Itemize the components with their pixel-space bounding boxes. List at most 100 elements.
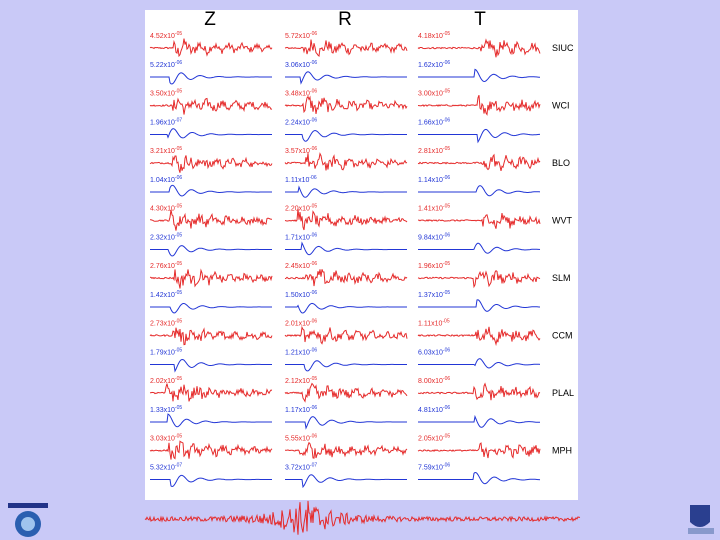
amplitude-mantissa: 3.48x10 [285, 91, 310, 98]
amplitude-exponent: -06 [443, 405, 450, 411]
red-trace [417, 442, 541, 459]
amplitude-label: 8.00x10-06 [418, 376, 450, 385]
amplitude-exponent: -06 [443, 233, 450, 239]
amplitude-label: 2.45x10-06 [285, 261, 317, 270]
left-logo [8, 503, 48, 537]
station-name: WVT [552, 216, 572, 226]
blue-trace [418, 471, 541, 485]
amplitude-label: 1.11x10-06 [285, 175, 317, 184]
amplitude-exponent: -06 [309, 175, 316, 181]
amplitude-mantissa: 3.06x10 [285, 62, 310, 69]
amplitude-mantissa: 3.21x10 [150, 148, 175, 155]
amplitude-mantissa: 1.62x10 [418, 62, 443, 69]
amplitude-mantissa: 1.11x10 [285, 177, 309, 184]
station-name: CCM [552, 331, 573, 341]
amplitude-mantissa: 7.59x10 [418, 465, 443, 472]
amplitude-label: 2.81x10-05 [418, 146, 450, 155]
red-trace [149, 38, 273, 58]
right-logo [688, 505, 714, 534]
amplitude-mantissa: 1.71x10 [285, 235, 310, 242]
blue-trace [285, 129, 407, 142]
blue-trace [285, 241, 407, 256]
amplitude-exponent: -06 [443, 463, 450, 469]
amplitude-mantissa: 9.84x10 [418, 235, 443, 242]
amplitude-label: 1.71x10-06 [285, 233, 317, 242]
amplitude-label: 9.84x10-06 [418, 233, 450, 242]
station-name: SIUC [552, 43, 574, 53]
amplitude-label: 1.79x10-05 [150, 348, 182, 357]
amplitude-label: 1.50x10-06 [285, 290, 317, 299]
amplitude-label: 2.73x10-05 [150, 319, 182, 328]
amplitude-mantissa: 1.37x10 [418, 292, 443, 299]
amplitude-label: 1.04x10-06 [150, 175, 182, 184]
blue-trace [418, 299, 540, 312]
red-trace [150, 209, 272, 231]
amplitude-label: 1.42x10-05 [150, 290, 182, 299]
amplitude-mantissa: 1.96x10 [150, 120, 175, 127]
amplitude-exponent: -05 [175, 233, 182, 239]
amplitude-label: 1.66x10-06 [418, 118, 450, 127]
blue-trace [418, 128, 540, 144]
amplitude-label: 3.50x10-05 [150, 89, 182, 98]
amplitude-label: 4.81x10-06 [418, 405, 450, 414]
amplitude-exponent: -06 [175, 175, 182, 181]
amplitude-label: 4.52x10-05 [150, 31, 182, 40]
amplitude-exponent: -05 [310, 204, 317, 210]
amplitude-mantissa: 2.73x10 [150, 321, 175, 328]
red-trace [284, 152, 408, 171]
amplitude-exponent: -05 [310, 376, 317, 382]
amplitude-exponent: -06 [175, 60, 182, 66]
red-trace [418, 382, 541, 401]
amplitude-mantissa: 5.22x10 [150, 62, 175, 69]
blue-trace [150, 358, 272, 373]
amplitude-label: 4.30x10-05 [150, 204, 182, 213]
red-trace [284, 325, 408, 345]
amplitude-label: 1.37x10-05 [418, 290, 450, 299]
amplitude-label: 3.03x10-05 [150, 434, 182, 443]
amplitude-label: 3.72x10-07 [285, 463, 317, 472]
blue-trace [285, 474, 407, 489]
amplitude-exponent: -05 [175, 434, 182, 440]
amplitude-mantissa: 5.55x10 [285, 436, 310, 443]
amplitude-mantissa: 1.33x10 [150, 407, 175, 414]
blue-trace [418, 358, 541, 369]
column-header: T [474, 9, 486, 30]
column-header: R [338, 9, 352, 30]
amplitude-exponent: -05 [442, 319, 449, 325]
blue-trace [150, 303, 272, 314]
station-name: SLM [552, 273, 571, 283]
amplitude-label: 5.72x10-06 [285, 31, 317, 40]
station-name: WCI [552, 101, 570, 111]
amplitude-exponent: -06 [310, 434, 317, 440]
amplitude-exponent: -05 [443, 434, 450, 440]
amplitude-mantissa: 2.01x10 [285, 321, 310, 328]
amplitude-exponent: -06 [443, 376, 450, 382]
amplitude-label: 3.21x10-05 [150, 146, 182, 155]
blue-trace [285, 302, 407, 314]
red-trace [284, 39, 408, 57]
amplitude-mantissa: 2.45x10 [285, 263, 310, 270]
blue-trace [418, 185, 541, 197]
amplitude-mantissa: 1.17x10 [285, 407, 310, 414]
amplitude-exponent: -06 [310, 146, 317, 152]
station-name: MPH [552, 446, 572, 456]
blue-trace [285, 416, 407, 430]
amplitude-label: 4.18x10-05 [418, 31, 450, 40]
amplitude-label: 6.03x10-06 [418, 348, 450, 357]
amplitude-mantissa: 1.11x10 [418, 321, 442, 328]
amplitude-mantissa: 1.04x10 [150, 177, 175, 184]
amplitude-exponent: -06 [310, 261, 317, 267]
amplitude-exponent: -05 [175, 31, 182, 37]
red-trace [417, 38, 541, 58]
amplitude-exponent: -05 [443, 204, 450, 210]
amplitude-exponent: -05 [443, 290, 450, 296]
amplitude-mantissa: 3.72x10 [285, 465, 310, 472]
amplitude-exponent: -07 [175, 463, 182, 469]
blue-trace [150, 474, 272, 488]
amplitude-exponent: -05 [175, 290, 182, 296]
red-trace [149, 440, 273, 460]
amplitude-label: 1.41x10-05 [418, 204, 450, 213]
long-trace [144, 500, 581, 535]
amplitude-exponent: -07 [310, 463, 317, 469]
